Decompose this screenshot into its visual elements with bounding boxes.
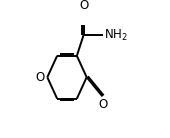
Text: O: O: [98, 98, 108, 111]
Text: O: O: [79, 0, 88, 12]
Text: O: O: [35, 71, 44, 84]
Text: NH$_2$: NH$_2$: [104, 27, 128, 43]
